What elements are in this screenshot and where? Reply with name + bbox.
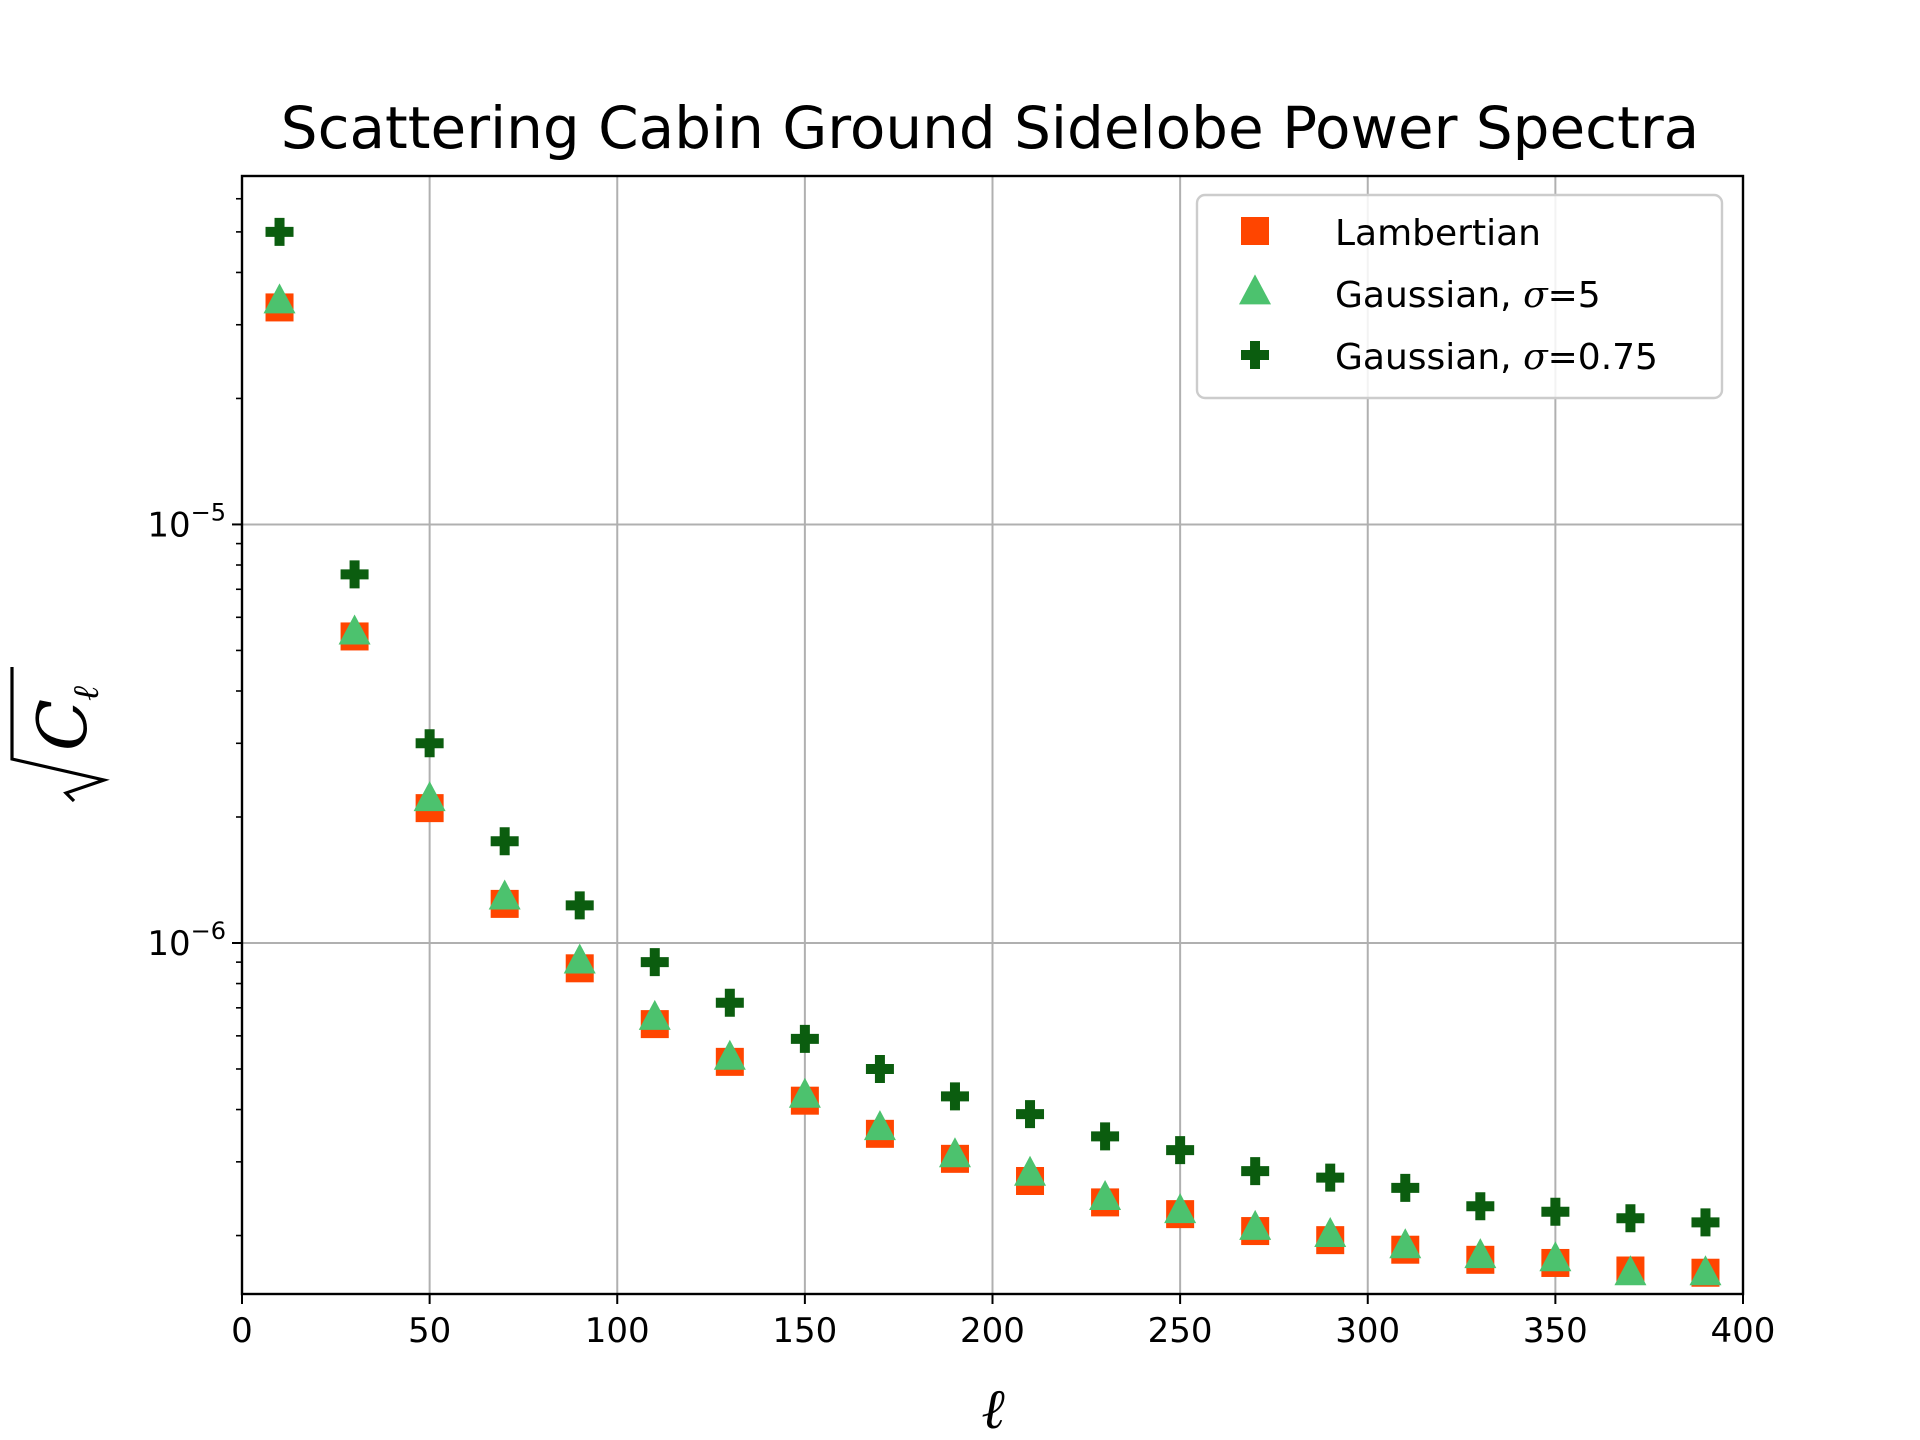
- y-axis-ticks: 10−5 10−6: [147, 498, 242, 964]
- data-points: [263, 217, 1722, 1287]
- data-point: [1316, 1163, 1345, 1192]
- data-point: [340, 560, 369, 589]
- data-point: [1541, 1197, 1570, 1226]
- y-axis-label-subscript: ℓ: [66, 686, 107, 701]
- data-point: [413, 781, 446, 812]
- data-point: [713, 1039, 746, 1070]
- data-point: [1466, 1192, 1495, 1221]
- data-point: [1014, 1155, 1047, 1186]
- legend-box: [1195, 193, 1724, 400]
- data-point: [488, 879, 521, 910]
- legend-label-lambertian: Lambertian: [1335, 213, 1541, 254]
- y-axis-label: C ℓ: [10, 667, 110, 803]
- sqrt-symbol: [10, 667, 110, 803]
- data-point: [1391, 1173, 1420, 1202]
- x-tick-label: 200: [960, 1311, 1025, 1351]
- data-point: [263, 283, 296, 314]
- x-tick-label: 150: [772, 1311, 837, 1351]
- x-tick-label: 350: [1523, 1311, 1588, 1351]
- x-tick-label: 400: [1711, 1311, 1776, 1351]
- series-2: [265, 217, 1720, 1237]
- legend: Lambertian Gaussian, σ=5 Gaussian, σ=0.7…: [1195, 193, 1724, 400]
- data-point: [1539, 1241, 1572, 1272]
- data-point: [1689, 1255, 1722, 1286]
- data-point: [715, 988, 744, 1017]
- x-tick-label: 250: [1148, 1311, 1213, 1351]
- legend-label-gaussian-sigma-5: Gaussian, σ=5: [1335, 275, 1601, 316]
- data-point: [938, 1137, 971, 1168]
- data-point: [1616, 1204, 1645, 1233]
- data-point: [1691, 1208, 1720, 1237]
- data-point: [490, 827, 519, 856]
- x-tick-label: 300: [1335, 1311, 1400, 1351]
- data-point: [1091, 1122, 1120, 1151]
- data-point: [1389, 1228, 1422, 1259]
- data-point: [338, 614, 371, 645]
- data-point: [1239, 1209, 1272, 1240]
- legend-marker: [1241, 217, 1269, 245]
- x-tick-label: 100: [585, 1311, 650, 1351]
- data-point: [1089, 1180, 1122, 1211]
- y-axis-label-main: C: [24, 699, 103, 751]
- data-point: [563, 943, 596, 974]
- data-point: [790, 1024, 819, 1053]
- plot-frame: [240, 174, 1745, 1296]
- legend-label-gaussian-sigma-0-75: Gaussian, σ=0.75: [1335, 337, 1658, 378]
- data-point: [565, 891, 594, 920]
- data-point: [863, 1110, 896, 1141]
- data-point: [415, 729, 444, 758]
- legend-marker: [1241, 341, 1269, 369]
- data-point: [1241, 1157, 1270, 1186]
- series-1: [263, 283, 1722, 1286]
- legend-marker: [1239, 274, 1271, 305]
- data-point: [638, 999, 671, 1030]
- data-point: [788, 1077, 821, 1108]
- legend-markers: [1239, 217, 1271, 369]
- data-point: [1016, 1100, 1045, 1129]
- data-point: [940, 1082, 969, 1111]
- x-tick-label: 50: [408, 1311, 451, 1351]
- x-axis-ticks: 0 50 100 150 200 250 300 350 400: [231, 1294, 1775, 1351]
- chart-title: Scattering Cabin Ground Sidelobe Power S…: [281, 94, 1699, 162]
- data-point: [1166, 1136, 1195, 1165]
- data-point: [1314, 1216, 1347, 1247]
- y-tick-label: 10−6: [147, 917, 226, 964]
- data-point: [640, 948, 669, 977]
- data-point: [1464, 1238, 1497, 1269]
- y-tick-label: 10−5: [147, 498, 226, 545]
- data-point: [865, 1054, 894, 1083]
- grid: [242, 176, 1743, 1294]
- x-axis-label: ℓ: [981, 1377, 1005, 1440]
- data-point: [1164, 1193, 1197, 1224]
- data-point: [1614, 1255, 1647, 1286]
- data-point: [265, 217, 294, 246]
- x-tick-label: 0: [231, 1311, 253, 1351]
